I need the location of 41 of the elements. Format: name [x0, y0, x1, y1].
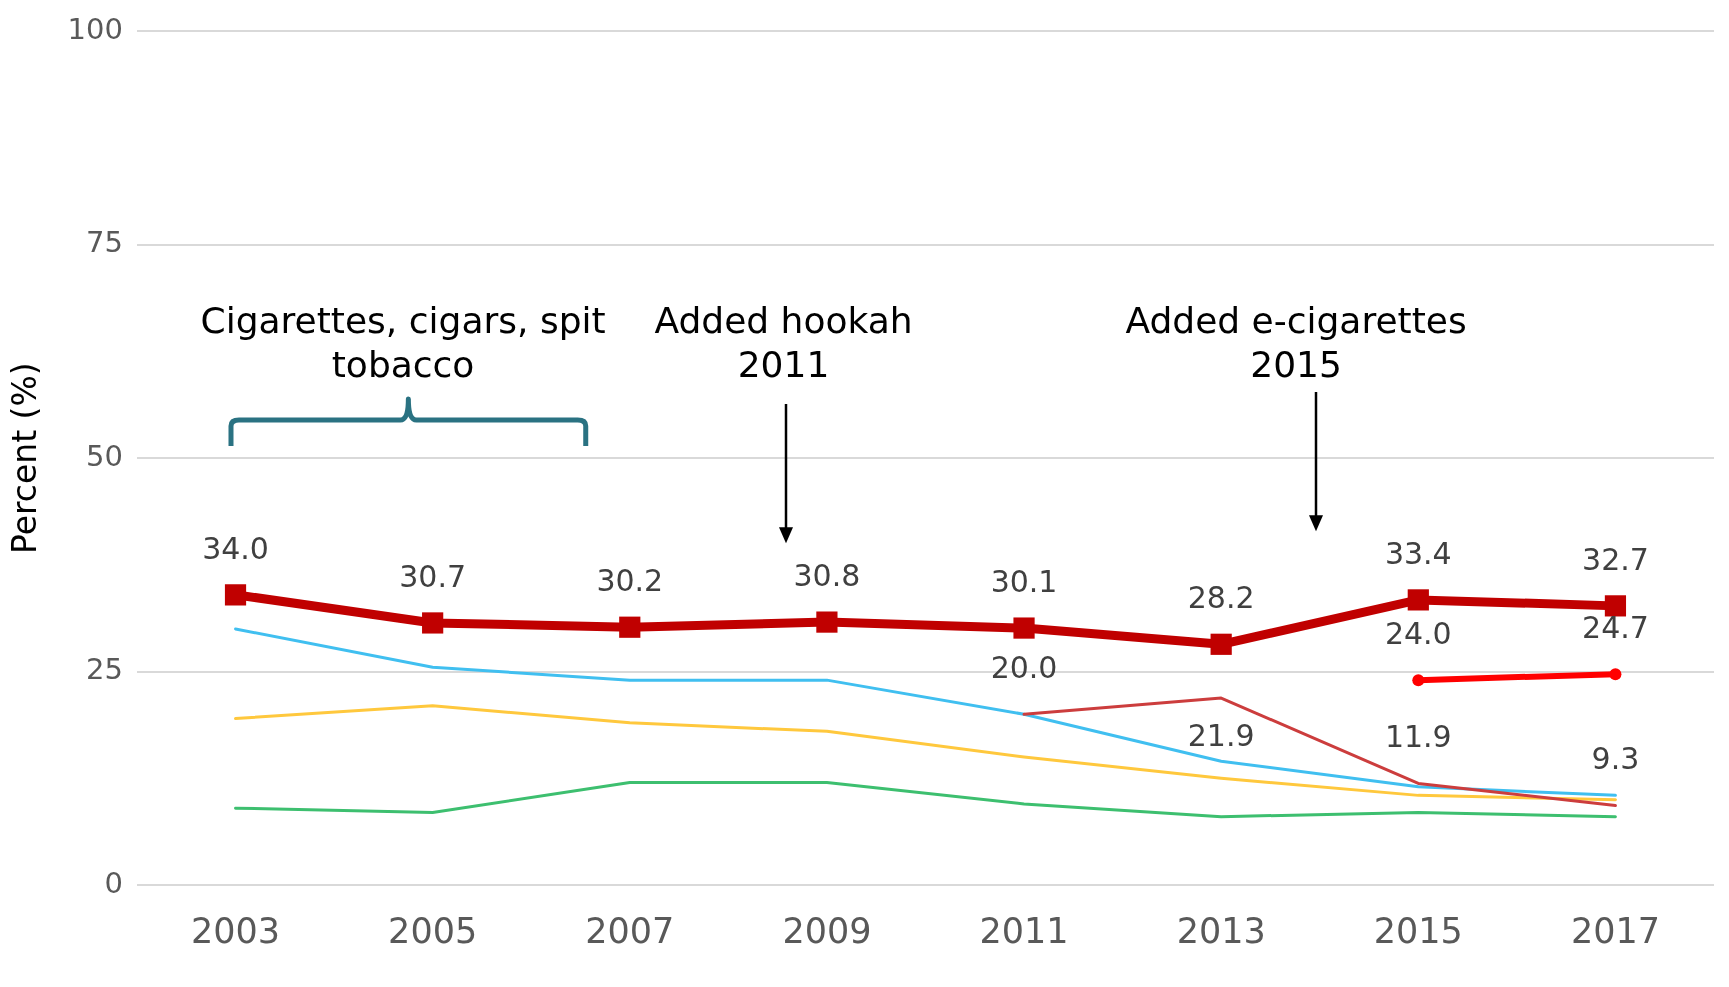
y-tick-label: 100: [67, 11, 123, 46]
point: [1210, 633, 1232, 655]
data-label: 9.3: [1591, 741, 1640, 777]
data-label: 11.9: [1384, 719, 1452, 755]
point: [422, 612, 444, 634]
annotation: Added e-cigarettes 2015: [1124, 298, 1468, 387]
data-label: 24.7: [1582, 609, 1649, 645]
data-label: 30.7: [399, 558, 467, 594]
point: [224, 584, 247, 606]
x-tick-label: 2003: [190, 911, 281, 952]
data-label: 30.8: [793, 557, 861, 593]
data-label: 24.0: [1384, 615, 1452, 651]
x-tick-label: 2015: [1373, 911, 1463, 952]
x-tick-label: 2011: [979, 911, 1069, 952]
annotation: Added hookah 2011: [653, 298, 914, 387]
point: [619, 616, 641, 638]
x-tick-label: 2005: [388, 911, 478, 952]
data-label: 33.4: [1384, 535, 1452, 571]
x-tick-label: 2007: [585, 911, 675, 952]
y-tick-label: 75: [86, 225, 123, 260]
y-tick-label: 50: [86, 438, 123, 473]
point: [1604, 595, 1627, 617]
y-axis-title: Percent (%): [5, 362, 45, 555]
y-tick-label: 25: [86, 652, 123, 687]
point: [1407, 589, 1429, 611]
point: [1412, 674, 1425, 687]
data-label: 28.2: [1187, 580, 1255, 616]
data-label: 34.0: [202, 530, 269, 566]
data-label: 30.2: [596, 563, 664, 599]
data-label: 20.0: [990, 650, 1058, 686]
data-label: 30.1: [990, 563, 1058, 599]
point: [816, 611, 838, 633]
x-tick-label: 2009: [782, 911, 872, 952]
x-tick-label: 2013: [1176, 911, 1266, 952]
data-label: 32.7: [1582, 541, 1649, 577]
y-tick-label: 0: [104, 865, 123, 900]
point: [1013, 617, 1035, 639]
data-label: 21.9: [1187, 717, 1255, 753]
annotation: Cigarettes, cigars, spit tobacco: [199, 298, 607, 387]
point: [1609, 668, 1622, 681]
x-tick-label: 2017: [1570, 911, 1660, 952]
